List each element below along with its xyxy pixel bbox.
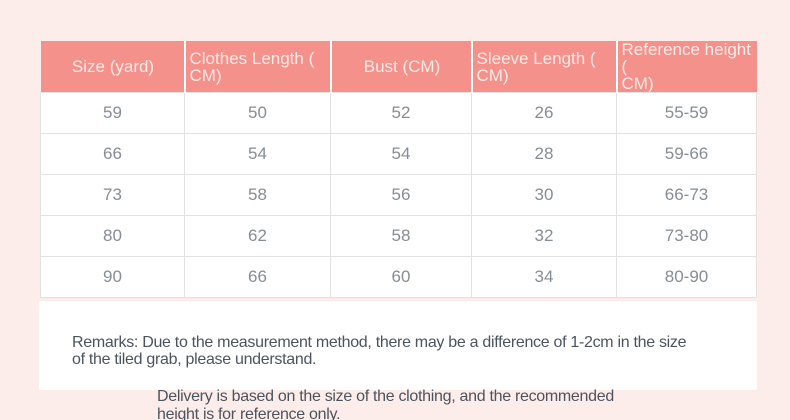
table-cell: 28 [471,133,617,175]
table-cell: 80 [40,215,185,257]
table-row: 90 66 60 34 80-90 [40,256,757,298]
table-cell: 54 [184,133,331,175]
table-cell: 58 [184,174,331,216]
table-cell: 60 [330,256,472,298]
table-cell: 52 [330,92,472,134]
table-cell: 54 [330,133,472,175]
remarks-panel: Remarks: Due to the measurement method, … [39,301,757,420]
table-row: 80 62 58 32 73-80 [40,215,757,257]
remarks-text-main: Remarks: Due to the measurement method, … [72,333,687,369]
table-cell: 26 [471,92,617,134]
column-header-bust: Bust (CM) [330,41,473,93]
table-row: 59 50 52 26 55-59 [40,92,757,134]
table-cell: 66 [184,256,331,298]
column-header-clothes-length: Clothes Length ( CM) [184,41,332,93]
table-cell: 32 [471,215,617,257]
table-header: Size (yard) Clothes Length ( CM) Bust (C… [40,41,757,93]
table-cell: 66 [40,133,185,175]
table-cell: 55-59 [616,92,757,134]
table-cell: 73-80 [616,215,757,257]
table-cell: 34 [471,256,617,298]
table-body: 59 50 52 26 55-59 66 54 54 28 59-66 73 58 56 30 66-73 8… [40,92,757,298]
table-header-row: Size (yard) Clothes Length ( CM) Bust (C… [40,41,757,93]
table-cell: 62 [184,215,331,257]
table-cell: 56 [330,174,472,216]
column-header-reference-height: Reference height ( CM) [616,41,757,93]
table-cell: 58 [330,215,472,257]
table-cell: 50 [184,92,331,134]
column-header-size: Size (yard) [40,41,186,93]
table-row: 73 58 56 30 66-73 [40,174,757,216]
table-row: 66 54 54 28 59-66 [40,133,757,175]
table-cell: 30 [471,174,617,216]
table-cell: 59 [40,92,185,134]
size-chart-table: Size (yard) Clothes Length ( CM) Bust (C… [40,41,757,298]
table-cell: 90 [40,256,185,298]
column-header-sleeve-length: Sleeve Length ( CM) [471,41,618,93]
remarks-text-secondary: Delivery is based on the size of the clo… [157,388,614,420]
table-cell: 80-90 [616,256,757,298]
table-cell: 59-66 [616,133,757,175]
table-cell: 73 [40,174,185,216]
table-cell: 66-73 [616,174,757,216]
